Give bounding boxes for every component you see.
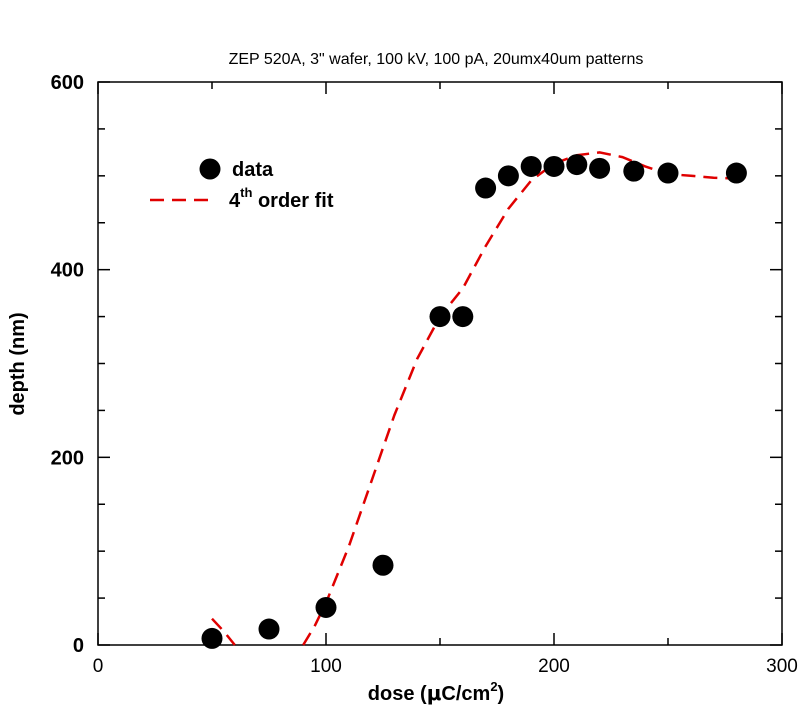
data-point xyxy=(520,155,542,177)
fit-line-segment xyxy=(211,617,236,646)
data-point xyxy=(566,154,588,176)
data-point xyxy=(657,162,679,184)
legend-data-marker xyxy=(199,158,221,180)
fit-line-segment xyxy=(302,151,737,646)
legend-fit-label-sup: th xyxy=(240,185,252,200)
y-tick-label: 200 xyxy=(51,447,84,469)
series-data xyxy=(201,154,747,649)
data-point xyxy=(258,618,280,640)
x-tick-labels: 0 100 200 300 xyxy=(93,656,798,677)
data-point xyxy=(543,155,565,177)
series-fit xyxy=(211,151,737,646)
y-tick-label: 400 xyxy=(51,260,84,282)
x-axis-label-prefix: dose ( xyxy=(368,683,427,705)
data-point xyxy=(623,160,645,182)
y-tick-labels: 0 200 400 600 xyxy=(51,72,84,657)
x-axis-label-unit: C/cm xyxy=(441,683,490,705)
x-tick-label: 300 xyxy=(766,656,798,677)
x-tick-label: 200 xyxy=(538,656,570,677)
axis-ticks xyxy=(97,81,783,646)
data-point xyxy=(372,554,394,576)
legend-data-label: data xyxy=(232,159,274,181)
data-point xyxy=(429,306,451,328)
x-tick-label: 0 xyxy=(93,656,104,677)
legend-fit-label: 4th order fit xyxy=(229,185,334,212)
data-point xyxy=(589,157,611,179)
data-point xyxy=(452,306,474,328)
x-axis-label-suffix: ) xyxy=(498,683,505,705)
data-point xyxy=(475,177,497,199)
legend-fit-label-rest: order fit xyxy=(252,190,333,212)
chart-title: ZEP 520A, 3" wafer, 100 kV, 100 pA, 20um… xyxy=(229,51,644,68)
data-point xyxy=(725,162,747,184)
data-point xyxy=(497,165,519,187)
y-tick-label: 600 xyxy=(51,72,84,94)
legend-fit-label-main: 4 xyxy=(229,190,241,212)
x-axis-label: dose (μC/cm2) xyxy=(368,679,504,705)
x-axis-label-mu: μ xyxy=(427,681,442,705)
data-point xyxy=(201,627,223,649)
data-point xyxy=(315,596,337,618)
y-axis-label: depth (nm) xyxy=(7,312,29,415)
x-axis-label-sup: 2 xyxy=(490,679,497,694)
x-tick-label: 100 xyxy=(310,656,342,677)
y-tick-label: 0 xyxy=(73,635,84,657)
legend: data 4th order fit xyxy=(150,158,334,212)
